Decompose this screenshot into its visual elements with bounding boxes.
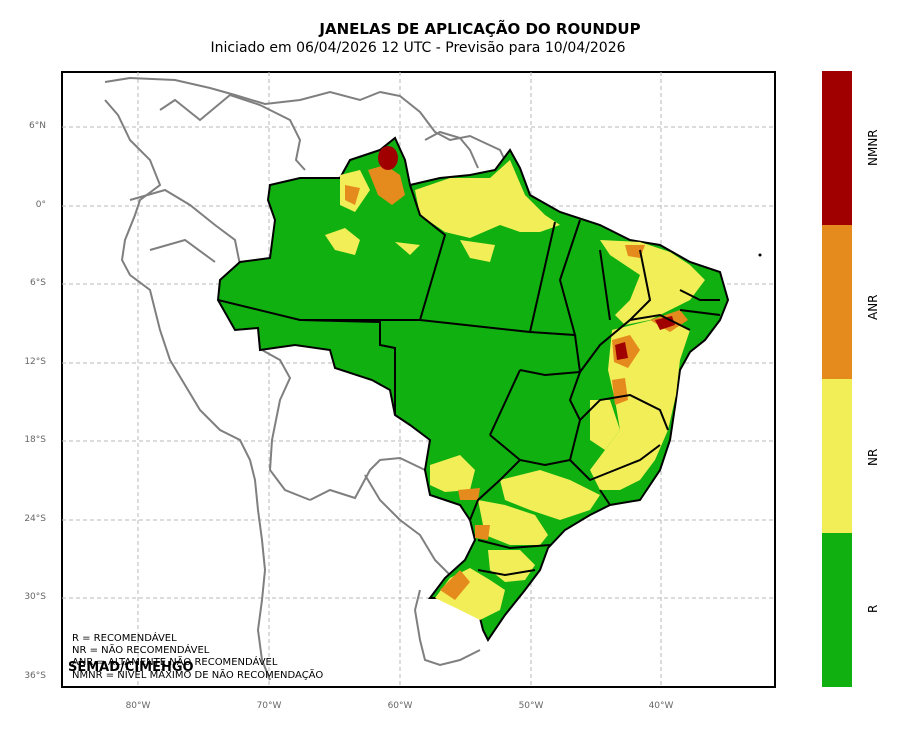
pacific-coast	[104, 99, 271, 681]
lon-label-80w: 80°W	[125, 701, 151, 711]
state-borders	[217, 184, 721, 577]
legend-nr: NR = NÃO RECOMENDÁVEL	[72, 645, 210, 656]
border-pi-ce	[629, 249, 652, 321]
lat-label-30s: 30°S	[24, 592, 46, 602]
brazil-landmass	[216, 136, 730, 642]
lat-label-6n: 6°N	[29, 121, 46, 131]
colorbar-segment-nr	[822, 379, 852, 533]
colorbar-segment-r	[822, 533, 852, 687]
nr-northeast-1	[600, 240, 705, 325]
nr-sp	[500, 470, 600, 520]
country-borders	[104, 76, 513, 681]
colorbar-label-nmnr: NMNR	[866, 129, 880, 166]
peru-bolivia-border	[261, 349, 311, 501]
anr-ms	[458, 488, 480, 500]
legend-r: R = RECOMENDÁVEL	[72, 633, 177, 644]
colorbar-label-nr: NR	[866, 448, 880, 466]
nr-para-center	[460, 240, 495, 262]
border-am-pa	[217, 184, 447, 321]
border-mt-go	[489, 369, 521, 436]
noronha-dot	[758, 253, 762, 257]
nmnr-regions	[378, 146, 675, 360]
lon-label-40w: 40°W	[648, 701, 674, 711]
border-sc-rs	[477, 569, 536, 577]
border-ro-mt	[299, 319, 396, 415]
lat-label-6s: 6°S	[30, 278, 46, 288]
bolivia-south-border	[309, 456, 426, 501]
border-mg-ba	[579, 393, 669, 431]
border-pr-sc	[477, 539, 551, 550]
uruguay-argentina-border	[413, 589, 481, 667]
venezuela-colombia-border	[159, 93, 306, 171]
colorbar-label-anr: ANR	[866, 294, 880, 320]
lon-label-60w: 60°W	[387, 701, 413, 711]
border-ma-pi	[599, 249, 611, 321]
ecuador-peru-border	[149, 238, 216, 263]
lat-label-24s: 24°S	[24, 514, 46, 524]
colorbar-segment-anr	[822, 225, 852, 379]
border-ms-sp	[469, 459, 521, 521]
nr-mg-east	[590, 400, 620, 450]
lat-label-0: 0°	[35, 200, 46, 210]
nmnr-bahia	[615, 342, 628, 360]
map-subtitle: Iniciado em 06/04/2026 12 UTC - Previsão…	[210, 40, 626, 56]
nr-amazon-2	[395, 242, 420, 255]
border-rn-pb	[679, 289, 720, 301]
anr-roraima-west	[345, 185, 360, 205]
nmnr-roraima	[378, 146, 398, 170]
border-pb-pe	[679, 309, 721, 316]
colorbar-label-r: R	[866, 604, 880, 613]
guianas-border	[424, 130, 479, 169]
nr-pr	[478, 500, 548, 545]
northern-coast	[104, 76, 513, 176]
lon-label-70w: 70°W	[256, 701, 282, 711]
lon-label-50w: 50°W	[518, 701, 544, 711]
credit-label: SEMAD/CIMEHGO	[68, 660, 194, 675]
lat-label-36s: 36°S	[24, 671, 46, 681]
map-title: JANELAS DE APLICAÇÃO DO ROUNDUP	[319, 20, 641, 38]
anr-roraima	[368, 165, 405, 205]
nr-para-north	[415, 160, 560, 238]
nr-amazon-1	[325, 228, 360, 255]
lat-label-12s: 12°S	[24, 357, 46, 367]
lat-label-18s: 18°S	[24, 435, 46, 445]
legend-nmnr: NMNR = NÍVEL MÁXIMO DE NÃO RECOMENDAÇÃO	[72, 670, 324, 681]
anr-pr	[475, 525, 490, 540]
anr-rs	[440, 570, 470, 600]
colombia-ecuador-border	[129, 188, 241, 266]
graticule	[62, 72, 775, 687]
border-mg-south	[569, 444, 661, 482]
border-to	[529, 219, 581, 337]
border-go-north	[519, 334, 582, 377]
border-rj	[599, 489, 611, 506]
legend-anr: ANR = ALTAMENTE NÃO RECOMENDÁVEL	[72, 657, 278, 668]
nr-ms	[430, 455, 475, 492]
colorbar-segment-nmnr	[822, 71, 852, 225]
